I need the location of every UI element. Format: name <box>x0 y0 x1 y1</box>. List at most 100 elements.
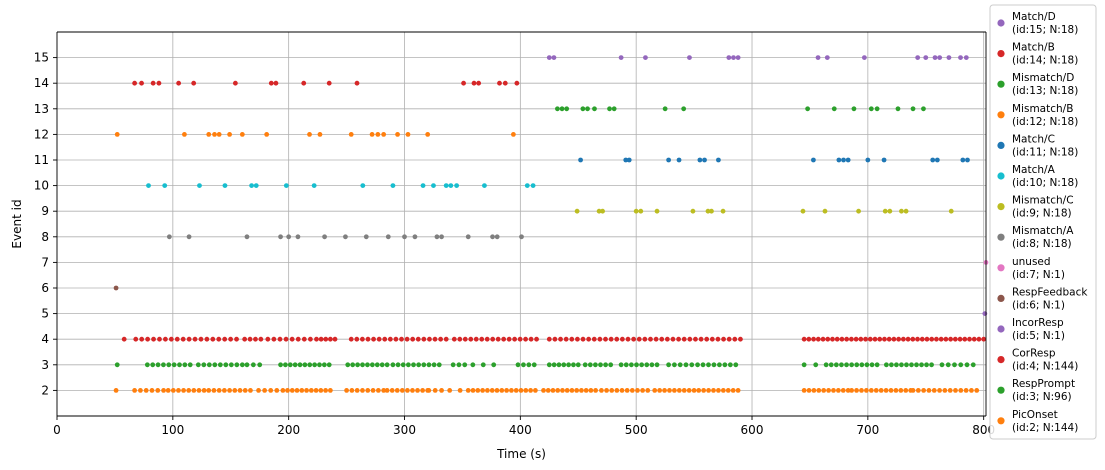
event-point-id-3 <box>244 362 250 368</box>
event-point-id-4 <box>867 336 873 342</box>
event-point-id-13 <box>831 106 837 112</box>
event-point-id-3 <box>649 362 655 368</box>
event-point-id-4 <box>468 336 474 342</box>
event-point-id-3 <box>317 362 322 368</box>
event-point-id-11 <box>623 157 629 163</box>
legend-sublabel: (id:15; N:18) <box>1012 24 1078 36</box>
event-point-id-10 <box>443 183 449 189</box>
event-point-id-2 <box>593 388 599 393</box>
event-point-id-3 <box>365 362 370 368</box>
event-point-id-3 <box>828 362 834 368</box>
y-tick-label: 12 <box>34 127 49 141</box>
event-point-id-14 <box>354 80 360 86</box>
event-point-id-4 <box>614 336 620 342</box>
event-point-id-3 <box>706 362 711 368</box>
event-point-id-4 <box>863 336 868 342</box>
event-point-id-3 <box>182 362 188 368</box>
event-point-id-4 <box>664 336 670 342</box>
event-point-id-4 <box>410 336 416 342</box>
legend-marker <box>997 233 1005 241</box>
event-point-id-2 <box>344 388 349 393</box>
event-point-id-3 <box>187 362 193 368</box>
event-point-id-2 <box>439 388 444 393</box>
legend-label: Match/B <box>1012 42 1055 54</box>
event-point-id-3 <box>297 362 303 368</box>
event-point-id-12 <box>239 132 245 137</box>
event-point-id-2 <box>691 388 697 393</box>
event-point-id-2 <box>599 388 604 393</box>
event-point-id-10 <box>390 183 396 189</box>
event-point-id-4 <box>387 336 393 342</box>
event-point-id-9 <box>948 208 954 214</box>
event-point-id-13 <box>585 106 590 112</box>
event-point-id-11 <box>578 157 583 163</box>
event-point-id-9 <box>903 208 909 214</box>
event-point-id-4 <box>806 336 812 342</box>
event-point-id-4 <box>473 336 479 342</box>
event-point-id-4 <box>332 336 338 342</box>
event-point-id-9 <box>596 208 602 214</box>
event-point-id-2 <box>248 388 253 393</box>
event-point-id-11 <box>697 157 703 163</box>
event-point-id-12 <box>405 132 411 137</box>
event-point-id-2 <box>176 388 181 393</box>
event-point-id-2 <box>308 388 314 393</box>
event-point-id-4 <box>457 336 463 342</box>
event-point-id-3 <box>531 362 537 368</box>
event-point-id-11 <box>716 157 721 163</box>
event-point-id-2 <box>285 388 290 393</box>
event-point-id-3 <box>228 362 234 368</box>
event-point-id-4 <box>591 336 597 342</box>
y-tick-label: 13 <box>34 102 49 116</box>
event-point-id-10 <box>197 183 202 189</box>
event-point-id-4 <box>204 336 210 342</box>
event-point-id-3 <box>426 362 432 368</box>
event-point-id-15 <box>946 55 952 60</box>
event-point-id-2 <box>560 388 565 393</box>
event-point-id-15 <box>726 55 732 60</box>
event-point-id-3 <box>257 362 263 368</box>
x-tick-label: 400 <box>509 423 532 437</box>
event-point-id-3 <box>582 362 588 368</box>
event-point-id-10 <box>162 183 168 189</box>
event-point-id-2 <box>523 388 529 393</box>
event-point-id-14 <box>268 80 274 86</box>
event-point-id-3 <box>561 362 567 368</box>
event-point-id-10 <box>431 183 436 189</box>
event-point-id-2 <box>937 388 942 393</box>
event-point-id-4 <box>900 336 906 342</box>
event-point-id-2 <box>399 388 405 393</box>
event-point-id-14 <box>476 80 482 86</box>
event-point-id-2 <box>389 388 395 393</box>
legend-marker <box>997 80 1005 88</box>
event-point-id-2 <box>657 388 663 393</box>
event-point-id-4 <box>479 336 485 342</box>
y-tick-label: 8 <box>41 230 49 244</box>
event-point-id-3 <box>223 362 229 368</box>
event-point-id-2 <box>470 388 476 393</box>
event-point-id-3 <box>212 362 218 368</box>
event-point-id-3 <box>964 362 970 368</box>
event-point-id-4 <box>924 336 930 342</box>
event-point-id-3 <box>400 362 406 368</box>
event-point-id-4 <box>625 336 631 342</box>
event-point-id-4 <box>597 336 603 342</box>
event-point-id-2 <box>969 388 974 393</box>
event-point-id-15 <box>937 55 943 60</box>
event-point-id-3 <box>700 362 706 368</box>
event-point-id-4 <box>962 336 968 342</box>
event-point-id-10 <box>253 183 259 189</box>
legend: Match/D(id:15; N:18) Match/B(id:14; N:18)… <box>989 4 1097 440</box>
event-point-id-4 <box>174 336 180 342</box>
event-point-id-3 <box>278 362 283 368</box>
event-point-id-2 <box>485 388 490 393</box>
event-point-id-3 <box>628 362 634 368</box>
event-point-id-4 <box>323 336 329 342</box>
legend-marker <box>997 325 1005 333</box>
event-point-id-12 <box>264 132 270 137</box>
event-point-id-2 <box>579 388 584 393</box>
x-tick-label: 600 <box>741 423 764 437</box>
event-point-id-4 <box>971 336 977 342</box>
event-point-id-2 <box>550 388 556 393</box>
event-point-id-2 <box>974 388 980 393</box>
